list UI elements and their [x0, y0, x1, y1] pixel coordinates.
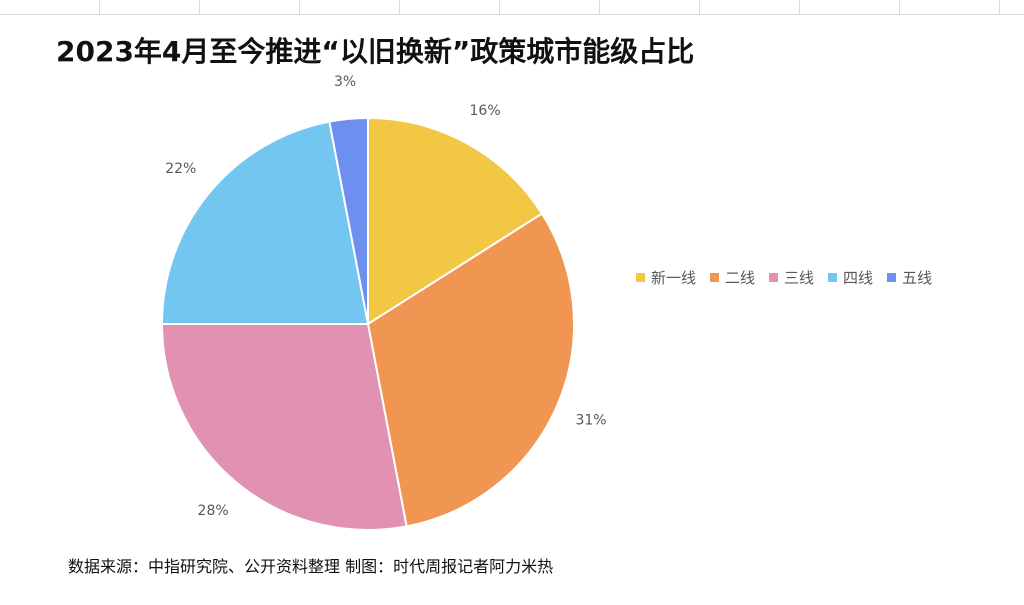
legend-swatch	[828, 273, 838, 282]
slice-data-label-3: 28%	[198, 503, 229, 519]
legend-swatch	[636, 273, 645, 282]
pie-slice-1	[367, 116, 544, 326]
legend-label: 四线	[843, 269, 874, 287]
pie-slice-2	[366, 212, 575, 528]
legend-label: 五线	[902, 269, 933, 287]
legend-item-tier4: 四线	[828, 267, 873, 288]
pie-slice-3	[160, 323, 408, 531]
slice-data-label-5: 3%	[334, 74, 356, 90]
slice-data-label-1: 16%	[470, 103, 501, 119]
slice-data-label-2: 31%	[575, 413, 606, 429]
chart-legend: 新一线 二线 三线 四线 五线	[636, 267, 932, 288]
legend-label: 二线	[725, 269, 756, 287]
legend-item-tier5: 五线	[887, 267, 932, 288]
source-note: 数据来源：中指研究院、公开资料整理 制图：时代周报记者阿力米热	[68, 557, 554, 576]
legend-swatch	[887, 273, 897, 282]
legend-swatch	[710, 273, 720, 282]
pie-slice-4	[160, 120, 370, 325]
legend-swatch	[769, 273, 779, 282]
legend-item-tier2: 二线	[710, 267, 755, 288]
chart-title: 2023年4月至今推进“以旧换新”政策城市能级占比	[56, 35, 695, 68]
legend-item-tier1-new: 新一线	[636, 267, 696, 288]
legend-label: 新一线	[651, 269, 697, 287]
spreadsheet-header-grid	[0, 0, 1024, 15]
pie-slice-5	[328, 116, 369, 325]
legend-item-tier3: 三线	[769, 267, 814, 288]
legend-label: 三线	[784, 269, 815, 287]
slice-data-label-4: 22%	[165, 161, 196, 177]
